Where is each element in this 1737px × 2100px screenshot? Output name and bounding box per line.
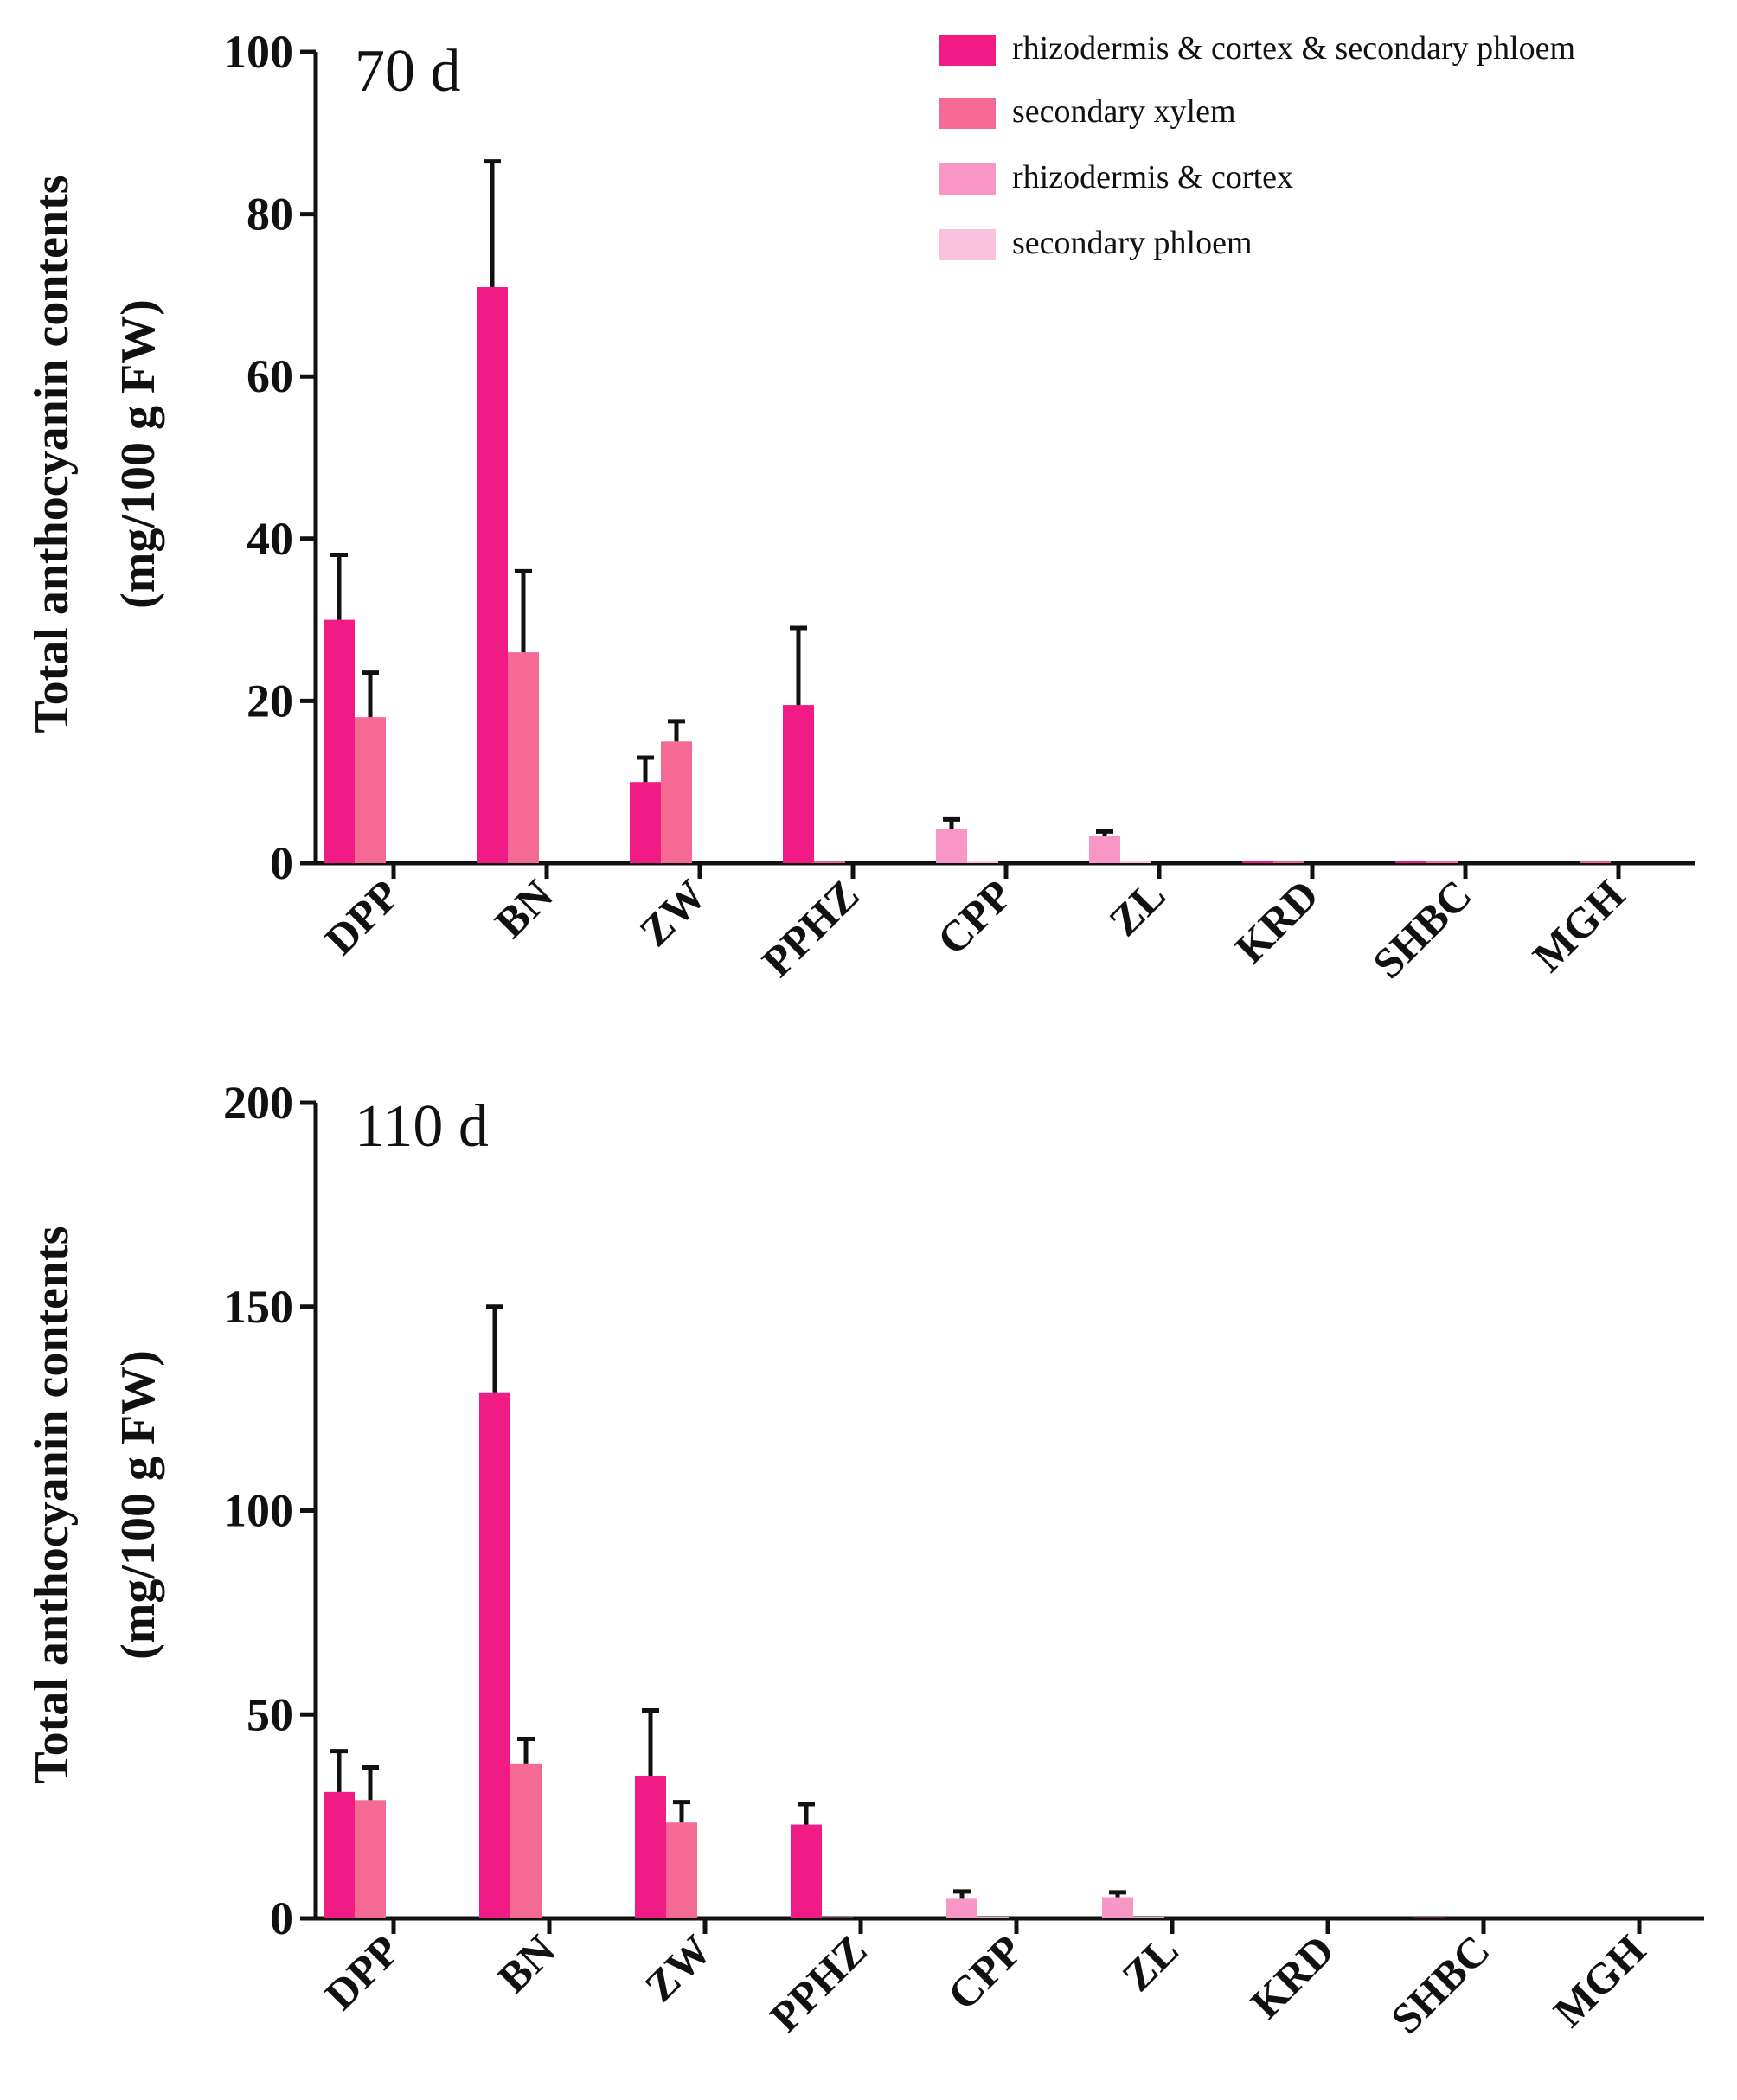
- y-tick-label: 60: [247, 350, 293, 402]
- bar-bn-secondary-xylem: [508, 652, 539, 863]
- bar-cpp-rhizodermis-and-cortex: [946, 1898, 977, 1918]
- x-tick-label-zw: ZW: [635, 1925, 721, 2011]
- bar-cpp-rhizodermis-and-cortex: [936, 829, 967, 863]
- legend-swatch-rcsp: [939, 35, 996, 66]
- x-tick-label-mgh: MGH: [1523, 870, 1634, 981]
- y-tick-label: 200: [223, 1077, 293, 1129]
- legend-label-rcsp: rhizodermis & cortex & secondary phloem: [1012, 30, 1575, 67]
- x-tick-label-bn: BN: [485, 870, 562, 947]
- bar-shbc-rhizodermis-and-cortex-and-secondary-phloem: [1395, 861, 1426, 863]
- x-tick-label-dpp: DPP: [315, 1925, 408, 2019]
- bar-zw-rhizodermis-and-cortex-and-secondary-phloem: [630, 782, 661, 863]
- bar-dpp-secondary-xylem: [355, 1800, 386, 1918]
- y-tick-label: 0: [270, 837, 293, 889]
- legend-swatch-rhizodermis-cortex: [939, 163, 996, 195]
- x-tick-label-zl: ZL: [1099, 870, 1175, 945]
- x-tick-label-pphz: PPHZ: [753, 870, 868, 986]
- x-tick-label-zw: ZW: [630, 870, 715, 956]
- legend-swatch-secondary-phloem: [939, 229, 996, 260]
- bar-zl-secondary-phloem: [1133, 1917, 1164, 1918]
- bar-zw-secondary-xylem: [666, 1822, 697, 1918]
- y-tick-label: 100: [223, 26, 293, 78]
- legend-label-secondary-xylem: secondary xylem: [1012, 93, 1236, 130]
- chart-panel-70d: Total anthocyanin contents (mg/100 g FW)…: [25, 26, 1695, 988]
- chart-panel-110d: Total anthocyanin contents (mg/100 g FW)…: [25, 1077, 1704, 2043]
- bar-pphz-secondary-xylem: [814, 861, 845, 863]
- bar-krd-rhizodermis-and-cortex-and-secondary-phloem: [1242, 861, 1273, 863]
- bar-cpp-secondary-phloem: [977, 1917, 1009, 1918]
- bar-pphz-rhizodermis-and-cortex-and-secondary-phloem: [783, 705, 814, 863]
- bar-pphz-rhizodermis-and-cortex-and-secondary-phloem: [791, 1824, 822, 1918]
- legend-label-rhizodermis-cortex: rhizodermis & cortex: [1012, 159, 1293, 195]
- y-tick-label: 100: [223, 1485, 293, 1537]
- y-axis-label-line2: (mg/100 g FW): [112, 1350, 165, 1660]
- x-tick-label-bn: BN: [488, 1925, 565, 2002]
- panel-label-110d: 110 d: [355, 1093, 489, 1160]
- bar-dpp-secondary-xylem: [355, 717, 386, 863]
- x-tick-label-shbc: SHBC: [1381, 1925, 1499, 2043]
- y-tick-label: 40: [247, 513, 293, 565]
- bar-bn-rhizodermis-and-cortex-and-secondary-phloem: [477, 287, 508, 863]
- bar-bn-rhizodermis-and-cortex-and-secondary-phloem: [479, 1392, 510, 1918]
- bar-zl-rhizodermis-and-cortex: [1089, 836, 1120, 863]
- x-tick-label-shbc: SHBC: [1363, 870, 1481, 988]
- y-tick-label: 20: [247, 675, 293, 727]
- legend: rhizodermis & cortex & secondary phloem …: [939, 30, 1575, 261]
- y-axis-label-line2: (mg/100 g FW): [112, 299, 165, 609]
- y-tick-label: 80: [247, 189, 293, 240]
- bar-cpp-secondary-phloem: [967, 861, 998, 863]
- x-tick-label-cpp: CPP: [938, 1925, 1031, 2019]
- legend-label-secondary-phloem: secondary phloem: [1012, 225, 1253, 261]
- bar-dpp-rhizodermis-and-cortex-and-secondary-phloem: [324, 1791, 355, 1918]
- legend-swatch-secondary-xylem: [939, 98, 996, 129]
- x-tick-label-dpp: DPP: [315, 870, 408, 964]
- x-tick-label-cpp: CPP: [927, 870, 1021, 964]
- y-tick-label: 50: [247, 1688, 293, 1740]
- x-tick-label-zl: ZL: [1112, 1925, 1188, 2001]
- y-tick-label: 150: [223, 1281, 293, 1333]
- bar-dpp-rhizodermis-and-cortex-and-secondary-phloem: [324, 619, 355, 863]
- y-tick-label: 0: [270, 1892, 293, 1944]
- plot-area: 0 50 100 150 200 DPP BN ZW PPHZ CPP ZL KRD SHBC MGH: [223, 1077, 1704, 2043]
- bar-zl-secondary-phloem: [1120, 861, 1151, 863]
- bar-zl-rhizodermis-and-cortex: [1102, 1897, 1133, 1918]
- x-tick-label-pphz: PPHZ: [760, 1925, 876, 2041]
- x-tick-label-krd: KRD: [1241, 1925, 1343, 2027]
- bar-mgh-secondary-xylem: [1580, 861, 1611, 863]
- y-axis-label-line1: Total anthocyanin contents: [25, 1226, 79, 1783]
- x-tick-label-mgh: MGH: [1544, 1925, 1655, 2036]
- panel-label-70d: 70 d: [355, 38, 461, 105]
- y-axis-label-line1: Total anthocyanin contents: [25, 175, 79, 733]
- bar-zw-secondary-xylem: [661, 741, 692, 863]
- bar-krd-secondary-xylem: [1273, 861, 1304, 863]
- bar-zw-rhizodermis-and-cortex-and-secondary-phloem: [635, 1775, 666, 1918]
- x-tick-label-krd: KRD: [1226, 870, 1328, 972]
- bar-bn-secondary-xylem: [510, 1763, 542, 1918]
- bar-shbc-secondary-xylem: [1426, 861, 1458, 863]
